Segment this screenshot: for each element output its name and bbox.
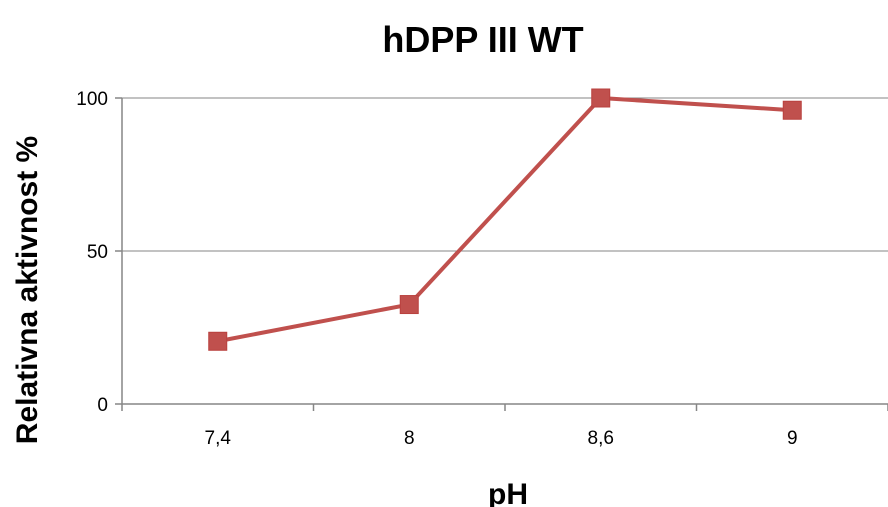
x-axis-label: pH	[488, 478, 528, 507]
data-point-marker	[208, 331, 228, 351]
axes	[115, 97, 888, 411]
x-tick-label: 8	[404, 428, 415, 449]
x-tick-labels: 7,4 8 8,6 9	[205, 428, 798, 449]
data-point-marker	[782, 100, 802, 120]
chart-title: hDPP III WT	[382, 19, 583, 60]
x-tick-label: 9	[787, 428, 798, 449]
y-tick-label: 0	[97, 395, 108, 416]
gridlines	[122, 97, 888, 252]
y-tick-label: 50	[87, 242, 108, 263]
series-line	[217, 96, 793, 344]
y-axis-label: Relativna aktivnost %	[11, 136, 44, 444]
data-point-marker	[399, 295, 419, 315]
y-tick-labels: 0 50 100	[76, 89, 108, 416]
y-tick-label: 100	[76, 89, 108, 110]
data-point-marker	[591, 88, 611, 108]
x-tick-label: 7,4	[205, 428, 232, 449]
series-group	[208, 88, 802, 351]
x-tick-label: 8,6	[588, 428, 614, 449]
